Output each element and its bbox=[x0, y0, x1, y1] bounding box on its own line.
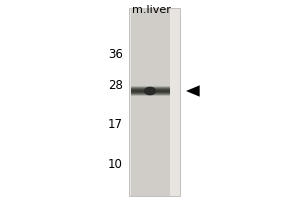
Bar bbox=[130, 8, 170, 196]
Bar bbox=[130, 94, 170, 95]
Text: 10: 10 bbox=[108, 158, 123, 171]
Text: m.liver: m.liver bbox=[132, 5, 171, 15]
Text: 17: 17 bbox=[108, 118, 123, 132]
Bar bbox=[130, 92, 170, 93]
Bar bbox=[130, 90, 170, 91]
Bar bbox=[130, 89, 170, 90]
Polygon shape bbox=[186, 85, 200, 97]
Text: 28: 28 bbox=[108, 79, 123, 92]
Circle shape bbox=[145, 87, 155, 95]
Text: 36: 36 bbox=[108, 47, 123, 60]
Bar bbox=[130, 95, 170, 96]
Bar bbox=[130, 88, 170, 89]
Bar bbox=[130, 91, 170, 92]
Bar bbox=[129, 8, 180, 196]
Bar bbox=[130, 86, 170, 87]
Bar bbox=[130, 87, 170, 88]
Bar bbox=[130, 93, 170, 94]
